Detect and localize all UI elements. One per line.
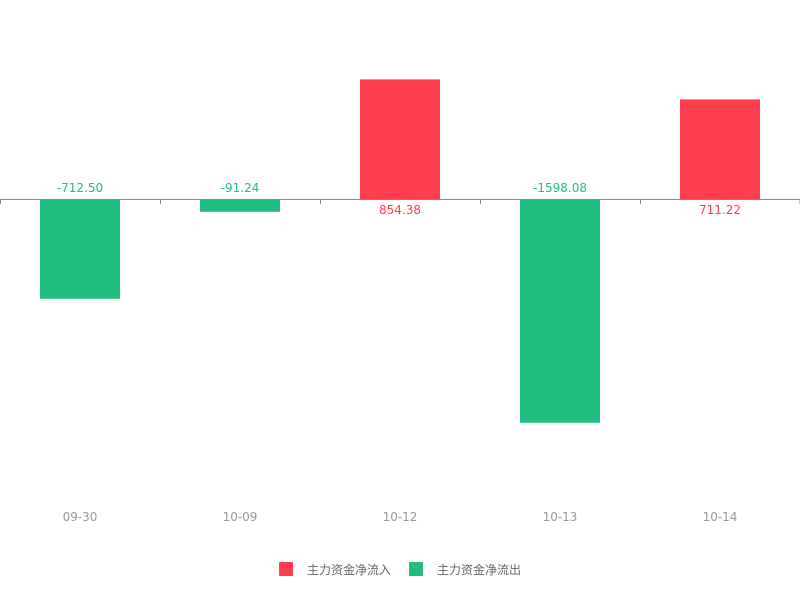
bar-10-12[interactable] [360,79,440,199]
x-axis [0,199,800,204]
bar-10-13[interactable] [520,199,600,423]
x-tick-label-10-12: 10-12 [383,510,418,524]
legend-item-inflow[interactable]: 主力资金净流入 [278,561,391,578]
x-tick-label-09-30: 09-30 [63,510,98,524]
legend-label-inflow: 主力资金净流入 [306,562,391,577]
x-tick-label-10-14: 10-14 [703,510,738,524]
bar-10-14[interactable] [680,99,760,199]
legend-item-outflow[interactable]: 主力资金净流出 [409,561,521,578]
bars-group [40,79,760,423]
x-tick-labels-group: 09-30 10-09 10-12 10-13 10-14 [63,510,738,524]
value-label-10-14: 711.22 [699,203,741,217]
legend-label-outflow: 主力资金净流出 [437,562,522,577]
bar-09-30[interactable] [40,199,120,299]
legend-swatch-outflow [409,562,423,576]
value-label-10-09: -91.24 [221,181,260,195]
bar-10-09[interactable] [200,199,280,212]
value-labels-group: -712.50 -91.24 854.38 -1598.08 711.22 [57,181,741,217]
x-tick-label-10-09: 10-09 [223,510,258,524]
value-label-10-13: -1598.08 [533,181,587,195]
value-label-09-30: -712.50 [57,181,103,195]
legend: 主力资金净流入 主力资金净流出 [0,560,800,578]
value-label-10-12: 854.38 [379,203,421,217]
legend-swatch-inflow [278,562,293,576]
x-tick-label-10-13: 10-13 [543,510,578,524]
